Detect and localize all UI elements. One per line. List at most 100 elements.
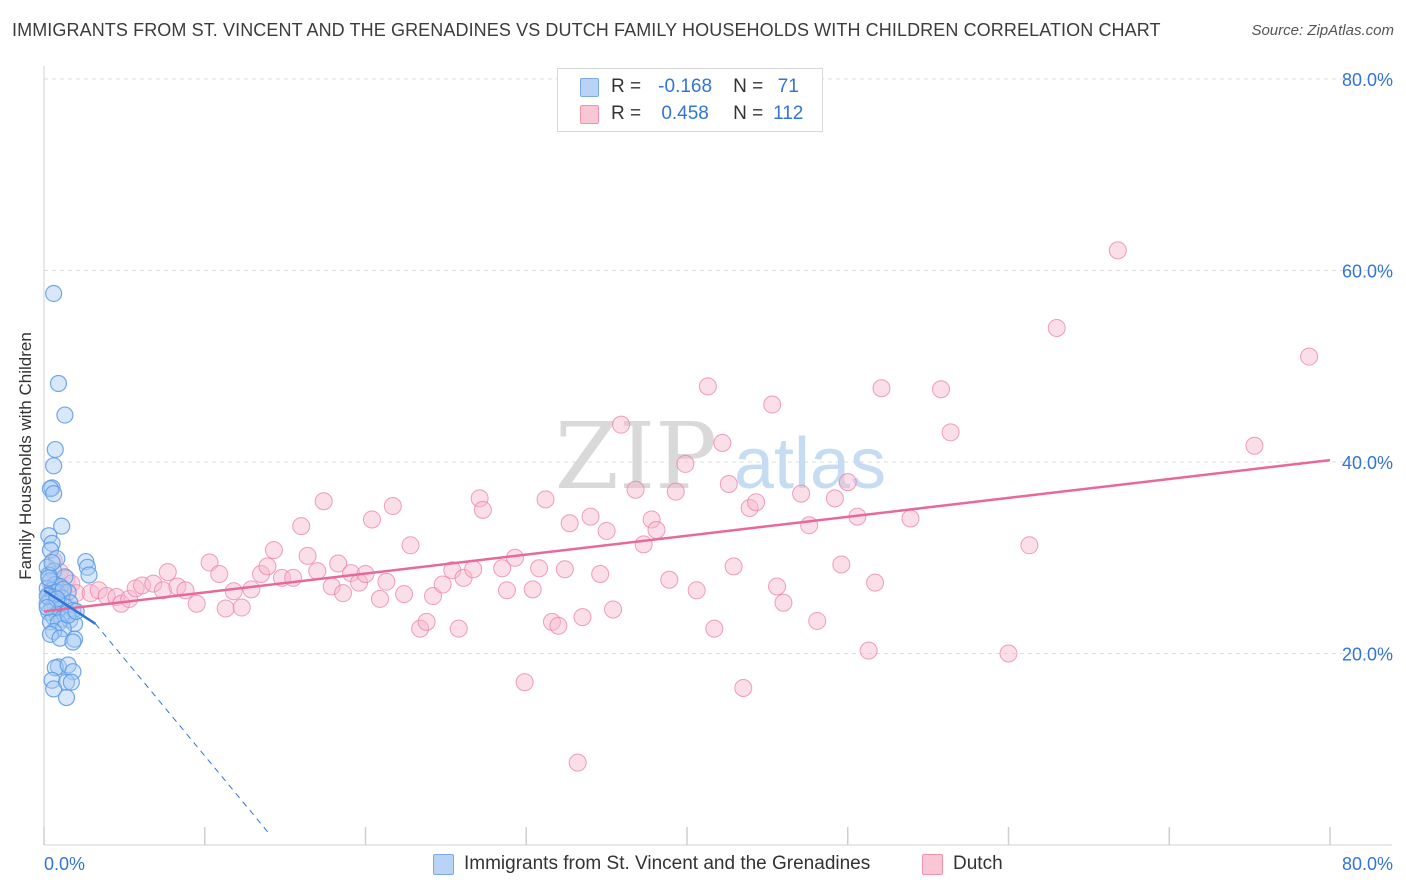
legend-row-blue: R = -0.168 N = 71 [580, 75, 813, 99]
dutch-point [333, 584, 352, 603]
legend-pink-r-value: 0.458 [661, 103, 709, 124]
dutch-point [573, 608, 592, 627]
dutch-point [604, 600, 623, 619]
dutch-point [768, 577, 787, 596]
dutch-point [298, 546, 317, 565]
bottom-legend-blue-label: Immigrants from St. Vincent and the Gren… [464, 853, 871, 874]
legend-row-pink: R = 0.458 N = 112 [580, 102, 813, 126]
immigrant-point [43, 534, 61, 552]
immigrant-point [62, 673, 80, 691]
axes [43, 66, 1392, 846]
dutch-point [224, 582, 243, 601]
dutch-point [774, 593, 793, 612]
dutch-point [314, 492, 333, 511]
dutch-point [232, 598, 251, 617]
immigrant-point [40, 569, 58, 587]
immigrant-point [65, 615, 84, 633]
dutch-point [377, 572, 396, 591]
source-label: Source: ZipAtlas.com [1251, 22, 1394, 39]
dutch-point [530, 559, 549, 578]
legend-pink-n-label: N = [733, 103, 764, 124]
dutch-point [417, 612, 436, 631]
dutch-point [1108, 241, 1127, 260]
legend-swatch-pink [580, 104, 599, 124]
dutch-point [1300, 347, 1319, 366]
immigrant-point [45, 622, 63, 641]
legend-blue-r-label: R = [611, 76, 642, 97]
dutch-point [626, 480, 645, 499]
dutch-point [1245, 436, 1264, 455]
bottom-legend-pink-label: Dutch [953, 853, 1003, 874]
legend-swatch-blue [580, 77, 599, 97]
immigrant-point [38, 598, 56, 617]
dutch-point [308, 562, 327, 581]
dutch-point [411, 619, 430, 638]
immigrant-point [45, 457, 63, 475]
dutch-point [666, 482, 685, 501]
legend-blue-n-label: N = [733, 76, 764, 97]
dutch-point [549, 616, 568, 635]
dutch-point [698, 377, 717, 396]
dutch-point [536, 490, 555, 509]
legend-pink-n-value: 112 [773, 103, 804, 124]
dutch-point [568, 753, 587, 772]
dutch-point [747, 493, 766, 512]
immigrant-point [49, 374, 68, 393]
y-tick-label: 80.0% [1342, 70, 1393, 90]
dutch-point [660, 570, 679, 589]
x-tick-label: 80.0% [1342, 854, 1393, 874]
dutch-point [133, 576, 152, 595]
immigrant-point [54, 580, 72, 598]
dutch-point [362, 510, 381, 529]
dutch-point [470, 489, 489, 508]
dutch-point [713, 433, 732, 452]
dutch-point [515, 673, 534, 692]
chart-title: IMMIGRANTS FROM ST. VINCENT AND THE GREN… [12, 20, 1161, 40]
dutch-point [383, 497, 402, 516]
bottom-legend-pink: Dutch [922, 851, 1003, 877]
dutch-point [999, 644, 1018, 663]
immigrant-point [46, 440, 64, 459]
dutch-point [497, 581, 516, 600]
dutch-point [734, 678, 753, 697]
immigrant-point [41, 480, 60, 498]
immigrant-point [45, 284, 63, 303]
immigrant-point [64, 663, 82, 681]
y-tick-label: 20.0% [1342, 645, 1393, 665]
immigrant-point [41, 541, 60, 559]
legend-blue-n-value: 71 [777, 76, 799, 97]
dutch-point [832, 555, 851, 574]
dutch-point [642, 510, 661, 529]
dutch-point [800, 516, 819, 535]
immigrant-point [53, 517, 71, 535]
immigrant-point [41, 625, 60, 643]
immigrant-point [43, 671, 61, 689]
immigrant-point [43, 553, 61, 572]
immigrant-point [57, 688, 76, 707]
dutch-point [676, 454, 695, 473]
dutch-point [210, 565, 229, 584]
dutch-point [1020, 536, 1039, 555]
dutch-trend-line [43, 458, 1331, 613]
dutch-point [200, 553, 219, 572]
immigrant-point [64, 633, 82, 651]
dutch-point [449, 619, 468, 638]
legend-pink-r-label: R = [611, 103, 642, 124]
legend-blue-r-value: -0.168 [658, 76, 713, 97]
dutch-point [401, 536, 420, 555]
immigrant-trend-extension [95, 623, 270, 834]
dutch-point [859, 641, 878, 660]
dutch-point [808, 611, 827, 630]
dutch-point [634, 535, 653, 554]
dutch-point [941, 423, 960, 442]
x-tick-label: 0.0% [44, 854, 85, 874]
dutch-point [872, 379, 891, 398]
dutch-points [41, 241, 1319, 772]
dutch-point [264, 541, 283, 560]
dutch-point [370, 589, 389, 608]
dutch-point [560, 514, 579, 533]
stats-legend: R = -0.168 N = 71 R = 0.458 N = 112 [557, 68, 823, 132]
dutch-point [792, 484, 811, 503]
zipatlas-watermark: ZIP atlas [555, 403, 886, 510]
